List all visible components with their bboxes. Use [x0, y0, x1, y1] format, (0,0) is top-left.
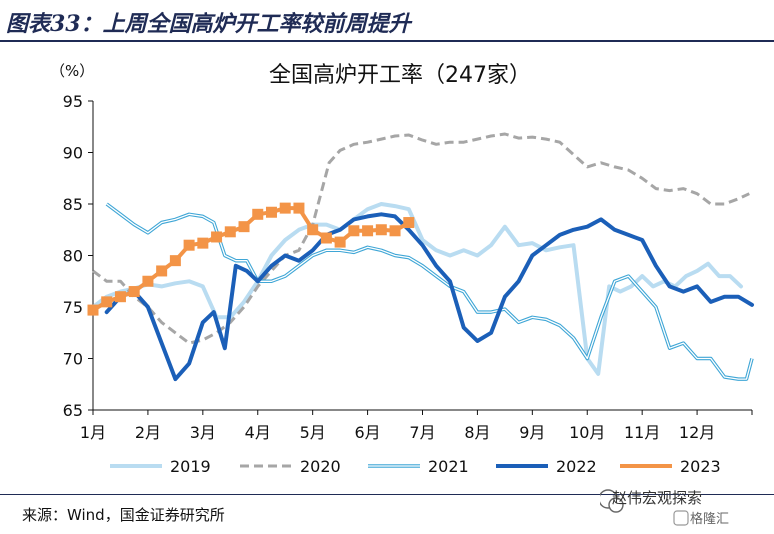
series-2023-marker	[101, 296, 113, 308]
axes: 65 70 75 80 85 90 95 1月 2月 3月 4月 5月 6月 7月 8月 9月 10月 11月 12…	[63, 92, 753, 442]
series-2019-line	[91, 202, 743, 376]
series-2023-marker	[279, 202, 291, 214]
series-2023-marker	[197, 237, 209, 249]
x-tick-label: 3月	[190, 423, 216, 442]
series-2023-marker	[114, 291, 126, 303]
series-2023-marker	[293, 202, 305, 214]
y-tick-label: 75	[63, 298, 83, 317]
series-2023-marker	[169, 255, 181, 267]
legend-2023-label: 2023	[680, 457, 721, 476]
series-2023-marker	[211, 231, 223, 243]
figure-title: 图表33：上周全国高炉开工率较前周提升	[6, 11, 411, 37]
chart-title: 全国高炉开工率（247家）	[269, 63, 531, 88]
source-note: 来源：Wind，国金证券研究所	[22, 506, 225, 524]
series-2023-marker	[252, 208, 264, 220]
series-2023-marker	[238, 221, 250, 233]
x-tick-label: 5月	[300, 423, 326, 442]
line-chart: 全国高炉开工率（247家） （%） 65 70 75 80 85 90 95 1月 2月 3月 4月…	[50, 62, 754, 476]
y-tick-label: 65	[63, 401, 83, 420]
series-2023-marker	[183, 239, 195, 251]
y-tick-label: 95	[63, 92, 83, 111]
series-2023-marker	[362, 225, 374, 237]
x-tick-label: 6月	[354, 423, 380, 442]
x-tick-label: 2月	[135, 423, 161, 442]
watermark-brand: 格隆汇	[690, 512, 730, 527]
legend: 2019 2020 2021 2022 2023	[110, 457, 721, 476]
series-2023-marker	[128, 286, 140, 298]
legend-2019-label: 2019	[170, 457, 211, 476]
series-2023-marker	[224, 226, 236, 238]
y-tick-label: 80	[63, 247, 83, 266]
watermark-label: 赵伟宏观探索	[612, 489, 703, 507]
series-2023-marker	[403, 217, 415, 229]
series-2023-marker	[87, 304, 99, 316]
series-2023-marker	[348, 225, 360, 237]
legend-2021-label: 2021	[428, 457, 469, 476]
source-rule	[0, 494, 774, 495]
series-2022-line	[104, 212, 754, 382]
x-tick-label: 7月	[409, 423, 435, 442]
series-2023-marker	[307, 224, 319, 236]
x-tick-label: 1月	[80, 423, 106, 442]
y-unit-label: （%）	[50, 62, 94, 80]
x-tick-label: 11月	[624, 423, 660, 442]
series-2023-marker	[334, 236, 346, 248]
y-tick-label: 90	[63, 144, 83, 163]
legend-2022-label: 2022	[556, 457, 597, 476]
series-2020-line	[92, 132, 750, 345]
legend-2020-label: 2020	[300, 457, 341, 476]
x-tick-label: 8月	[464, 423, 490, 442]
series-2023-marker	[320, 232, 332, 244]
title-rule	[0, 40, 774, 42]
plot-area	[87, 132, 754, 382]
series-2023-marker	[156, 265, 168, 277]
series-2023-marker	[265, 206, 277, 218]
y-tick-label: 85	[63, 195, 83, 214]
x-tick-label: 9月	[519, 423, 545, 442]
x-tick-label: 12月	[679, 423, 715, 442]
y-tick-label: 70	[63, 350, 83, 369]
series-2023-marker	[375, 224, 387, 236]
x-tick-label: 10月	[569, 423, 605, 442]
series-2023-marker	[142, 275, 154, 287]
series-2023-marker	[389, 225, 401, 237]
x-tick-label: 4月	[245, 423, 271, 442]
series-2021-line-inner	[106, 203, 753, 380]
watermark-wechat-logo	[600, 489, 689, 526]
